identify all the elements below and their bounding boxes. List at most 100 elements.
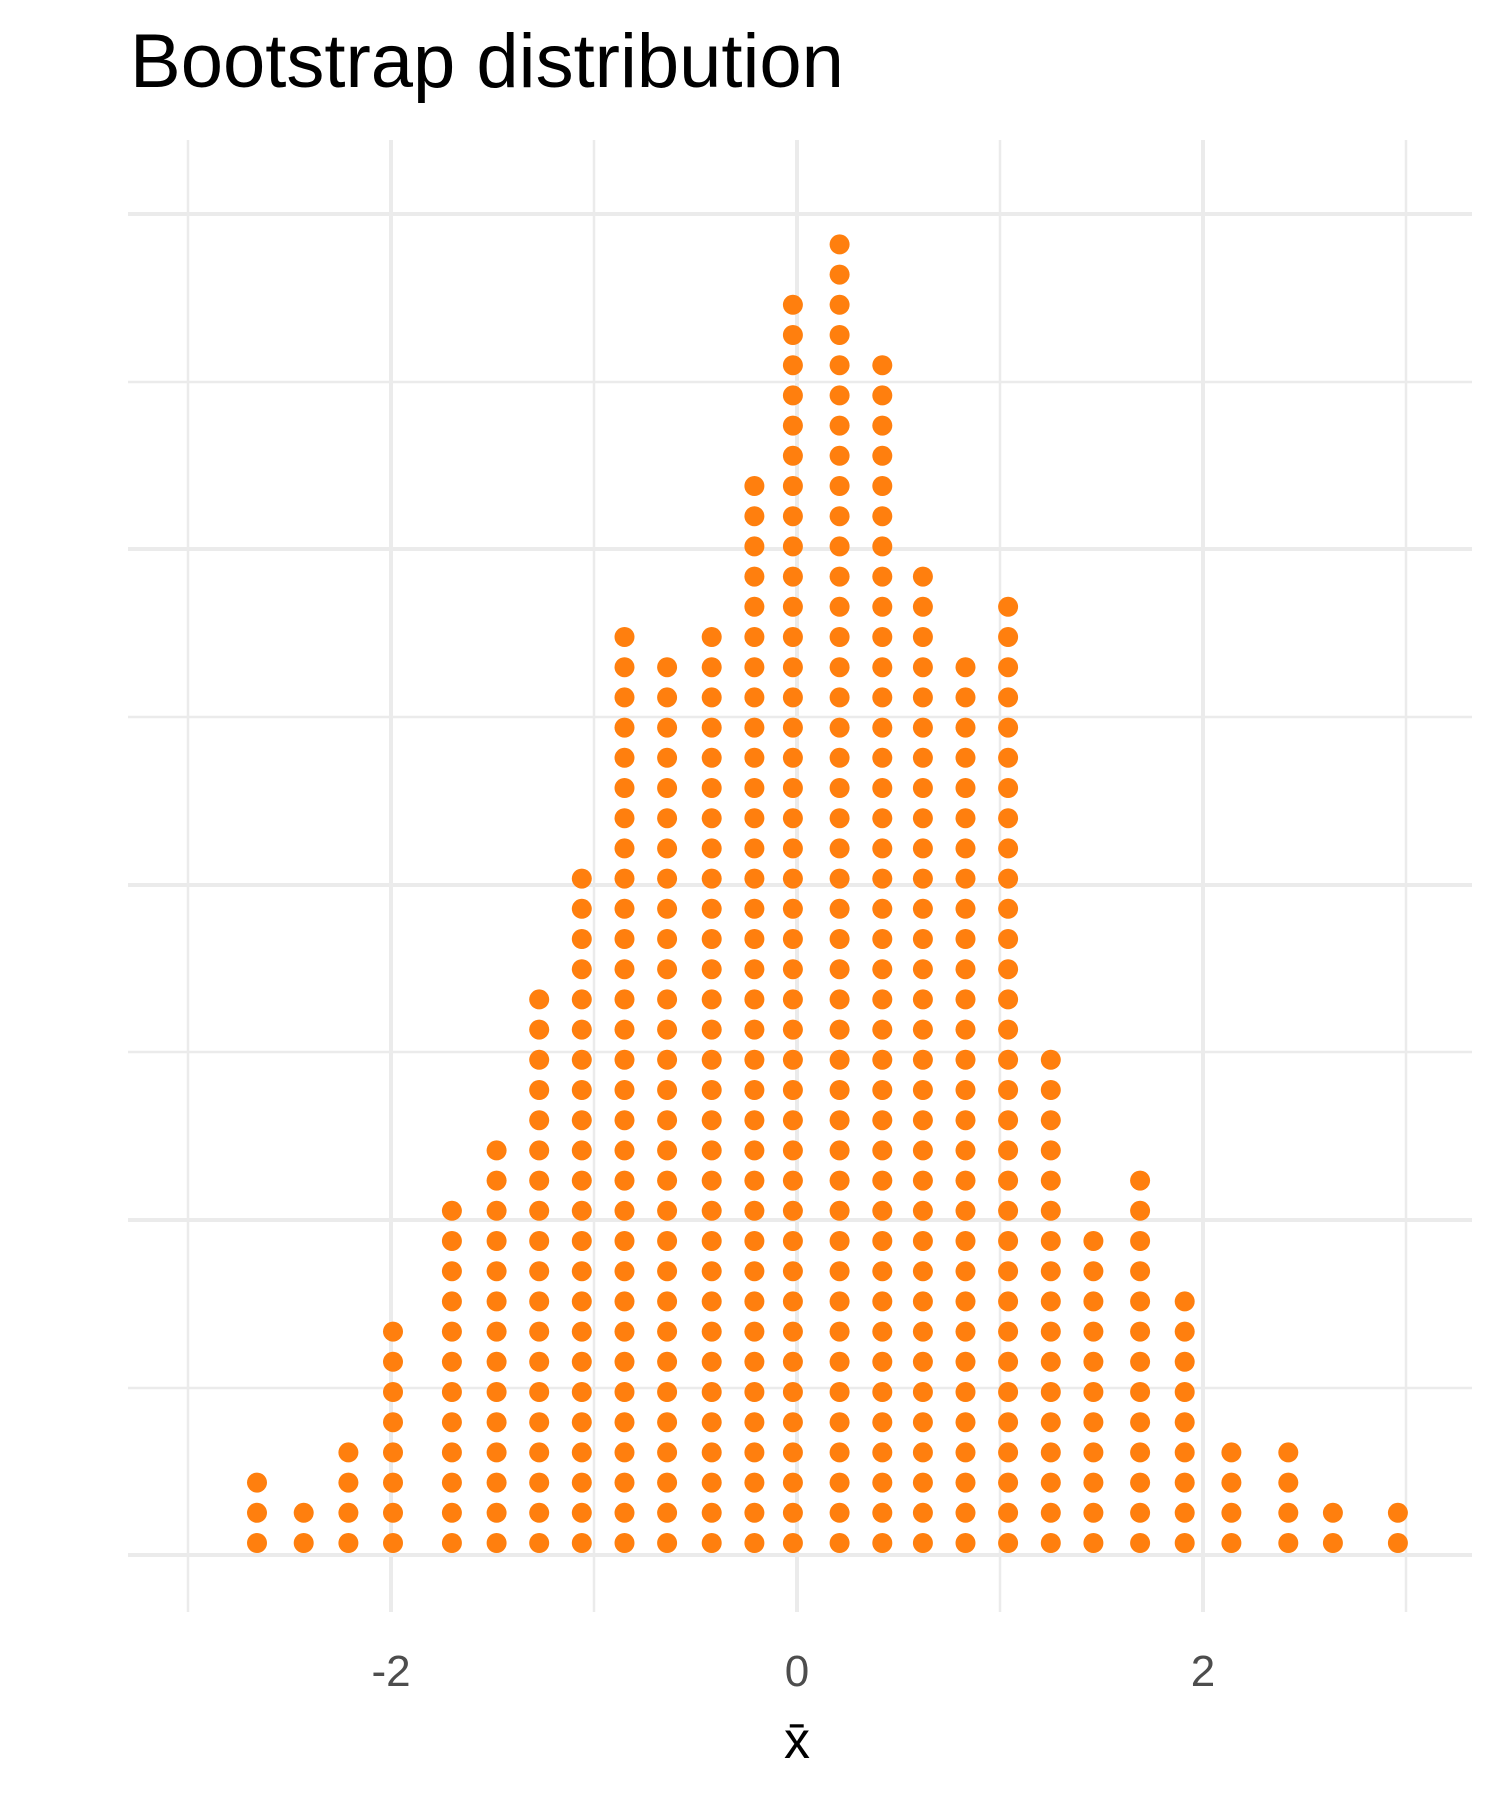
data-dot [701,1080,722,1100]
data-dot [247,1472,267,1493]
data-dot [657,1049,678,1070]
data-dot [998,1019,1019,1040]
data-dot [701,1261,722,1282]
data-dot [872,929,893,949]
data-dot [571,1502,592,1523]
data-dot [998,1412,1019,1433]
data-dot [657,1321,678,1342]
data-dot [529,1533,550,1553]
data-dot [571,989,592,1010]
data-dot [1221,1533,1242,1553]
data-dot [998,1049,1019,1070]
data-dot [701,1382,722,1402]
data-dot [701,747,722,768]
data-dot [829,1200,850,1221]
data-dot [1040,1140,1061,1161]
data-dot [657,868,678,889]
data-dot [571,1261,592,1282]
data-dot [782,1019,803,1040]
data-dot [998,838,1019,859]
data-dot [701,838,722,859]
data-dot [782,687,803,708]
data-dot [1040,1261,1061,1282]
data-dot [657,1472,678,1493]
data-dot [441,1442,462,1463]
data-dot [657,1110,678,1131]
data-dot [829,1080,850,1100]
data-dot [701,627,722,647]
data-dot [1040,1110,1061,1131]
data-dot [486,1533,507,1553]
data-dot [829,506,850,527]
data-dot [998,717,1019,738]
data-dot [912,747,933,768]
data-dot [912,1170,933,1191]
data-dot [782,989,803,1010]
data-dot [657,1170,678,1191]
data-dot [829,1110,850,1131]
data-dot [872,1261,893,1282]
data-dot [1040,1291,1061,1312]
data-dot [529,1291,550,1312]
data-dot [912,898,933,919]
data-dot [441,1412,462,1433]
data-dot [998,959,1019,980]
data-dot [486,1231,507,1251]
data-dot [829,1412,850,1433]
data-dot [912,1291,933,1312]
data-dot [441,1351,462,1372]
data-dot [955,868,976,889]
data-dot [912,1351,933,1372]
data-dot [955,657,976,678]
data-dot [614,898,635,919]
data-dot [872,959,893,980]
data-dot [701,717,722,738]
chart-title: Bootstrap distribution [130,19,844,104]
data-dot [912,959,933,980]
data-dot [782,536,803,557]
data-dot [912,989,933,1010]
data-dot [614,1049,635,1070]
data-dot [782,415,803,436]
data-dot [782,747,803,768]
data-dot [1130,1261,1151,1282]
data-dot [829,1170,850,1191]
data-dot [872,808,893,829]
data-dot [955,1261,976,1282]
data-dot [486,1170,507,1191]
data-dot [657,898,678,919]
data-dot [872,1502,893,1523]
data-dot [744,536,765,557]
data-dot [912,717,933,738]
data-dot [782,1110,803,1131]
data-dot [872,1382,893,1402]
data-dot [744,1412,765,1433]
data-dot [782,445,803,466]
data-dot [872,566,893,587]
data-dot [701,808,722,829]
data-dot [955,1291,976,1312]
data-dot [571,1080,592,1100]
data-dot [872,596,893,617]
data-dot [998,747,1019,768]
data-dot [782,778,803,798]
data-dot [1083,1291,1104,1312]
data-dot [486,1472,507,1493]
data-dot [1221,1472,1242,1493]
data-dot [872,536,893,557]
data-dot [998,627,1019,647]
data-dot [829,385,850,406]
data-dot [614,1170,635,1191]
data-dot [912,1110,933,1131]
data-dot [782,838,803,859]
data-dot [744,1291,765,1312]
data-dot [383,1533,403,1553]
data-dot [912,778,933,798]
data-dot [614,989,635,1010]
data-dot [829,566,850,587]
data-dot [614,657,635,678]
data-dot [1083,1261,1104,1282]
data-dot [614,838,635,859]
data-dot [1040,1442,1061,1463]
